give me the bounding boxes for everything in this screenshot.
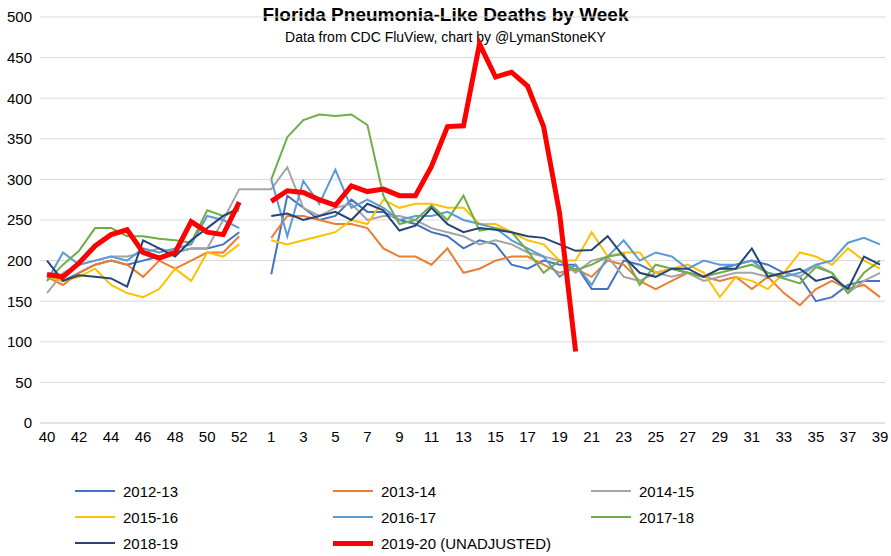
svg-text:50: 50 [15, 374, 32, 391]
svg-text:21: 21 [583, 428, 600, 445]
svg-text:52: 52 [231, 428, 248, 445]
svg-text:25: 25 [647, 428, 664, 445]
svg-text:250: 250 [8, 211, 32, 228]
svg-text:13: 13 [455, 428, 472, 445]
html-text:2014-15: 2014-15 [639, 482, 695, 500]
html-text:2015-16: 2015-16 [123, 508, 179, 526]
svg-text:450: 450 [8, 49, 32, 66]
svg-text:37: 37 [840, 428, 857, 445]
svg-text:39: 39 [872, 428, 883, 445]
svg-text:17: 17 [519, 428, 536, 445]
html-text:2017-18: 2017-18 [639, 508, 695, 526]
svg-text:100: 100 [8, 333, 32, 350]
svg-text:9: 9 [395, 428, 403, 445]
html-text:2019-20 (UNADJUSTED): 2019-20 (UNADJUSTED) [381, 534, 551, 552]
svg-text:50: 50 [199, 428, 216, 445]
svg-text:150: 150 [8, 293, 32, 310]
html-text:2012-13: 2012-13 [123, 482, 179, 500]
html-text:2013-14: 2013-14 [381, 482, 437, 500]
svg-text:44: 44 [103, 428, 120, 445]
svg-text:11: 11 [424, 428, 440, 445]
html-text:2018-19: 2018-19 [123, 534, 179, 552]
svg-text:46: 46 [135, 428, 152, 445]
svg-text:40: 40 [39, 428, 56, 445]
svg-text:29: 29 [711, 428, 728, 445]
svg-text:400: 400 [8, 90, 32, 107]
svg-text:200: 200 [8, 252, 32, 269]
svg-text:31: 31 [744, 428, 761, 445]
html-text:2016-17: 2016-17 [381, 508, 437, 526]
svg-text:5: 5 [331, 428, 339, 445]
svg-text:19: 19 [551, 428, 568, 445]
svg-text:300: 300 [8, 171, 32, 188]
svg-text:7: 7 [363, 428, 371, 445]
html-text:Data from CDC FluView, chart b: Data from CDC FluView, chart by @LymanSt… [285, 29, 606, 45]
svg-text:48: 48 [167, 428, 184, 445]
svg-text:350: 350 [8, 130, 32, 147]
svg-text:33: 33 [776, 428, 793, 445]
html-text:Florida Pneumonia-Like Deaths: Florida Pneumonia-Like Deaths by Week [262, 4, 629, 25]
svg-text:500: 500 [8, 8, 32, 25]
svg-text:23: 23 [615, 428, 632, 445]
svg-text:1: 1 [267, 428, 275, 445]
svg-text:15: 15 [487, 428, 504, 445]
svg-text:27: 27 [679, 428, 696, 445]
svg-text:0: 0 [24, 414, 32, 431]
svg-text:35: 35 [808, 428, 825, 445]
svg-text:42: 42 [71, 428, 88, 445]
svg-text:3: 3 [299, 428, 307, 445]
